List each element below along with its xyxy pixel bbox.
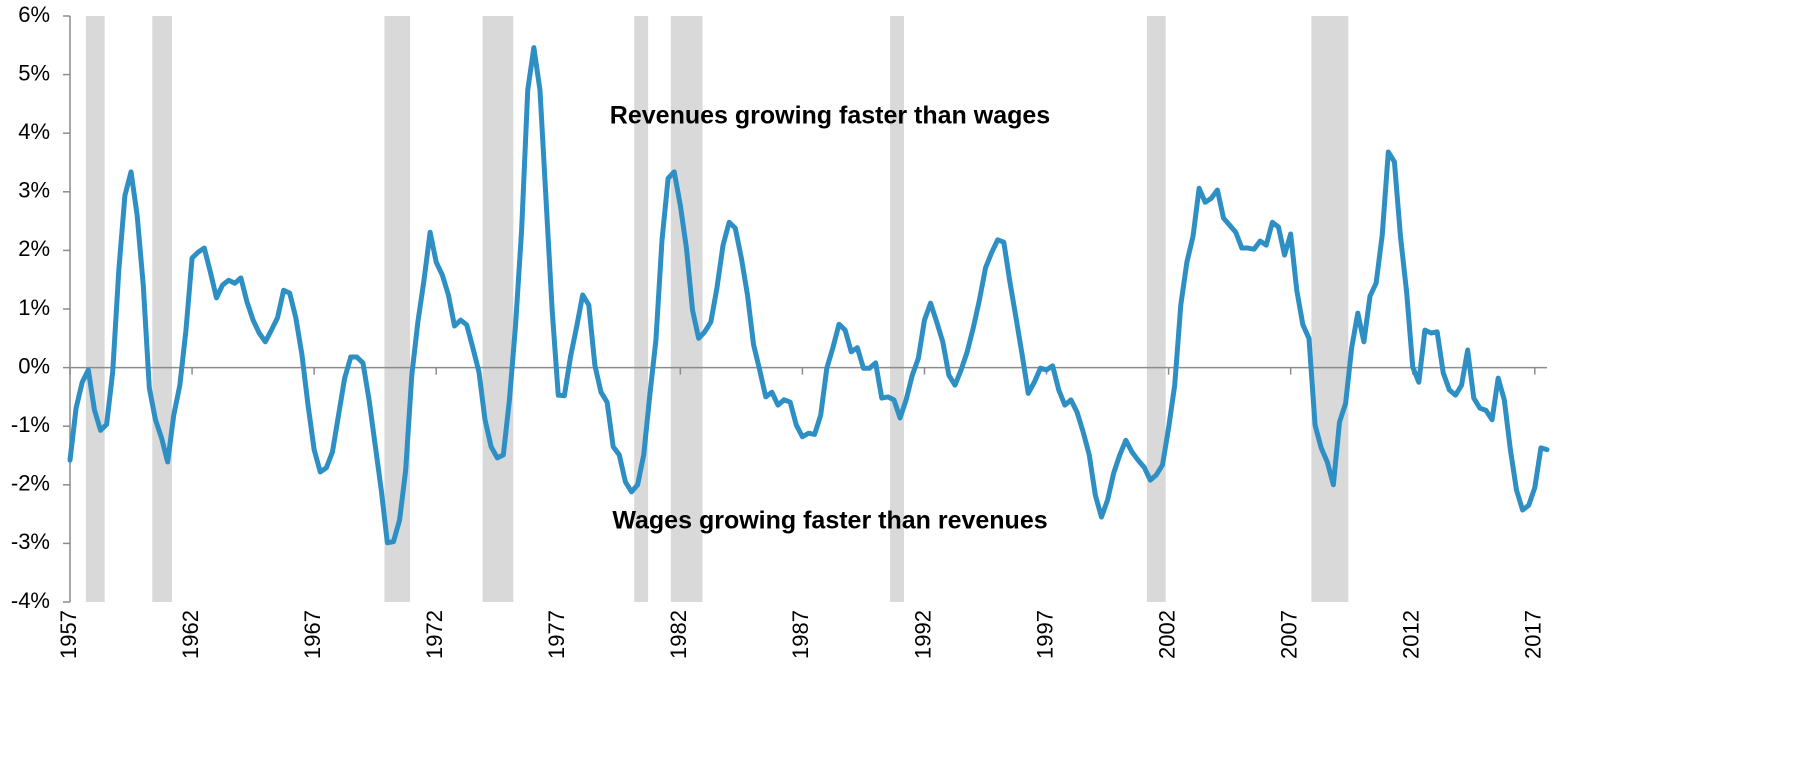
annotation: Wages growing faster than revenues (612, 507, 1047, 535)
y-tick-label: 0% (18, 353, 50, 378)
x-tick-label: 1992 (910, 610, 935, 659)
shaded-period (890, 16, 904, 602)
x-tick-label: 2002 (1154, 610, 1179, 659)
y-tick-label: 6% (18, 2, 50, 27)
x-tick-label: 1997 (1032, 610, 1057, 659)
y-tick-label: 4% (18, 119, 50, 144)
y-tick-label: -1% (11, 412, 50, 437)
axes-layer: -4% -3% -2% -1% 0% 1% 2% 3% 4% 5% 6% 1957 1962 1967 19… (11, 2, 1547, 659)
shaded-period (152, 16, 173, 602)
shaded-period (384, 16, 411, 602)
data-line (67, 45, 1550, 546)
x-tick-label: 1967 (300, 610, 325, 659)
shaded-period (1146, 16, 1166, 602)
line-layer (67, 45, 1550, 546)
y-tick-label: -3% (11, 529, 50, 554)
x-tick-label: 1957 (56, 610, 81, 659)
y-tick-label: 3% (18, 178, 50, 203)
y-tick-label: -4% (11, 588, 50, 613)
y-tick-label: -2% (11, 471, 50, 496)
y-tick-label: 1% (18, 295, 50, 320)
shaded-period (482, 16, 514, 602)
shaded-period (1311, 16, 1349, 602)
x-tick-label: 1982 (666, 610, 691, 659)
x-tick-label: 1972 (422, 610, 447, 659)
x-tick-label: 1987 (788, 610, 813, 659)
y-tick-label: 2% (18, 236, 50, 261)
x-tick-label: 2012 (1399, 610, 1424, 659)
shaded-layer (85, 16, 1349, 602)
shaded-period (670, 16, 703, 602)
shaded-period (85, 16, 105, 602)
x-tick-label: 1977 (544, 610, 569, 659)
x-tick-label: 2017 (1521, 610, 1546, 659)
annotation: Revenues growing faster than wages (610, 102, 1050, 130)
x-tick-label: 1962 (178, 610, 203, 659)
x-tick-label: 2007 (1276, 610, 1301, 659)
y-tick-label: 5% (18, 60, 50, 85)
